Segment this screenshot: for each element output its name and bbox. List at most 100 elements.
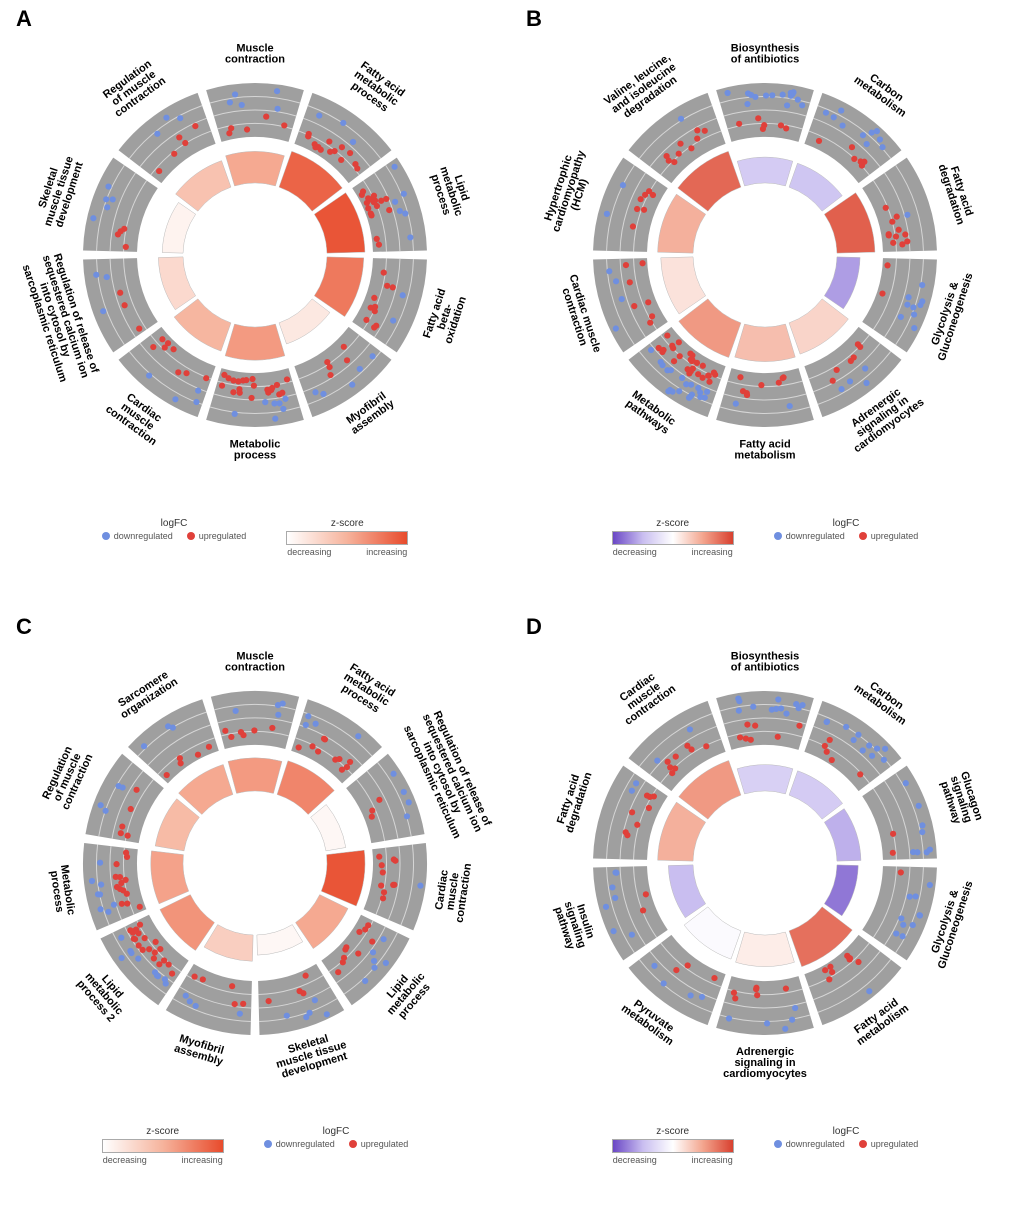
legend-zscore: z-score decreasingincreasing — [102, 1126, 224, 1165]
legend-dec-label: decreasing — [287, 547, 331, 557]
zscore-wedge — [321, 850, 365, 906]
legend-dec-label: decreasing — [613, 547, 657, 557]
dot-up — [151, 955, 157, 961]
dot-down — [89, 878, 95, 884]
zscore-wedge — [668, 865, 705, 918]
legend-down-label: downregulated — [786, 531, 845, 541]
zscore-gradient — [102, 1139, 224, 1153]
dot-down — [98, 881, 104, 887]
dot-up — [363, 317, 369, 323]
legend-inc-label: increasing — [692, 547, 733, 557]
dot-down — [183, 993, 189, 999]
dot-down — [340, 120, 346, 126]
dot-up — [232, 1001, 238, 1007]
dot-down — [380, 936, 386, 942]
dot-up — [123, 850, 129, 856]
dot-up — [671, 159, 677, 165]
dot-up — [694, 136, 700, 142]
legend-up-label: upregulated — [871, 531, 919, 541]
dot-up — [297, 988, 303, 994]
dot-down — [390, 771, 396, 777]
dot-down — [904, 302, 910, 308]
dot-down — [824, 719, 830, 725]
dot-up — [381, 269, 387, 275]
dot-down — [911, 311, 917, 317]
dot-down — [90, 215, 96, 221]
dot-up — [238, 729, 244, 735]
dot-down — [860, 132, 866, 138]
dot-down — [417, 883, 423, 889]
dot-up — [315, 748, 321, 754]
legend-zscore: z-score decreasingincreasing — [612, 518, 734, 557]
dot-down — [789, 1017, 795, 1023]
dot-down — [128, 950, 134, 956]
segment-label: Adrenergicsignaling incardiomyocytes — [723, 1046, 807, 1080]
dot-up — [667, 764, 673, 770]
dot-up — [123, 877, 129, 883]
dot-down — [778, 705, 784, 711]
dot-down — [603, 904, 609, 910]
dot-down — [146, 372, 152, 378]
dot-up — [630, 223, 636, 229]
dot-up — [390, 284, 396, 290]
dot-down — [177, 115, 183, 121]
legend-down-label: downregulated — [276, 1139, 335, 1149]
legend-logfc: logFC downregulated upregulated — [264, 1126, 409, 1165]
dot-up — [244, 126, 250, 132]
dot-down — [97, 906, 103, 912]
dot-down — [306, 1010, 312, 1016]
dot-up — [352, 161, 358, 167]
dot-down — [303, 722, 309, 728]
dot-down — [903, 780, 909, 786]
dot-down — [135, 956, 141, 962]
zscore-wedge — [226, 151, 285, 186]
dot-up — [369, 814, 375, 820]
zscore-wedge — [225, 324, 285, 360]
dot-up — [664, 153, 670, 159]
dot-down — [371, 958, 377, 964]
dot-up — [639, 260, 645, 266]
segment-label: Fatty acidmetabolicprocess — [336, 662, 398, 718]
dot-up — [677, 353, 683, 359]
dot-down — [165, 723, 171, 729]
dot-up — [737, 734, 743, 740]
dot-up — [646, 805, 652, 811]
dot-up — [744, 722, 750, 728]
dot-down — [877, 136, 883, 142]
legend-inc-label: increasing — [692, 1155, 733, 1165]
legend-logfc: logFC downregulated upregulated — [102, 518, 247, 557]
dot-down — [654, 758, 660, 764]
dot-up — [269, 385, 275, 391]
dot-down — [100, 308, 106, 314]
dot-down — [313, 721, 319, 727]
dot-down — [400, 292, 406, 298]
dot-down — [905, 294, 911, 300]
dot-up — [157, 946, 163, 952]
dot-up — [296, 744, 302, 750]
dot-up — [117, 874, 123, 880]
dot-up — [822, 967, 828, 973]
dot-up — [347, 759, 353, 765]
dot-down — [362, 978, 368, 984]
dot-down — [744, 101, 750, 107]
dot-up — [128, 806, 134, 812]
dot-down — [750, 704, 756, 710]
legend-dec-label: decreasing — [103, 1155, 147, 1165]
dot-up — [137, 904, 143, 910]
dot-down — [869, 753, 875, 759]
dot-up — [673, 754, 679, 760]
dot-up — [137, 922, 143, 928]
dot-down — [154, 131, 160, 137]
dot-down — [658, 359, 664, 365]
dot-down — [851, 737, 857, 743]
zscore-gradient — [286, 531, 408, 545]
dot-down — [613, 870, 619, 876]
legend-zscore-title: z-score — [612, 1126, 734, 1137]
dot-down — [736, 708, 742, 714]
dot-up — [886, 231, 892, 237]
dot-down — [172, 396, 178, 402]
segment-label: Cardiacmusclecontraction — [432, 859, 474, 923]
segment-label: Metabolicprocess — [230, 439, 281, 462]
dot-up — [386, 207, 392, 213]
dot-down — [262, 399, 268, 405]
